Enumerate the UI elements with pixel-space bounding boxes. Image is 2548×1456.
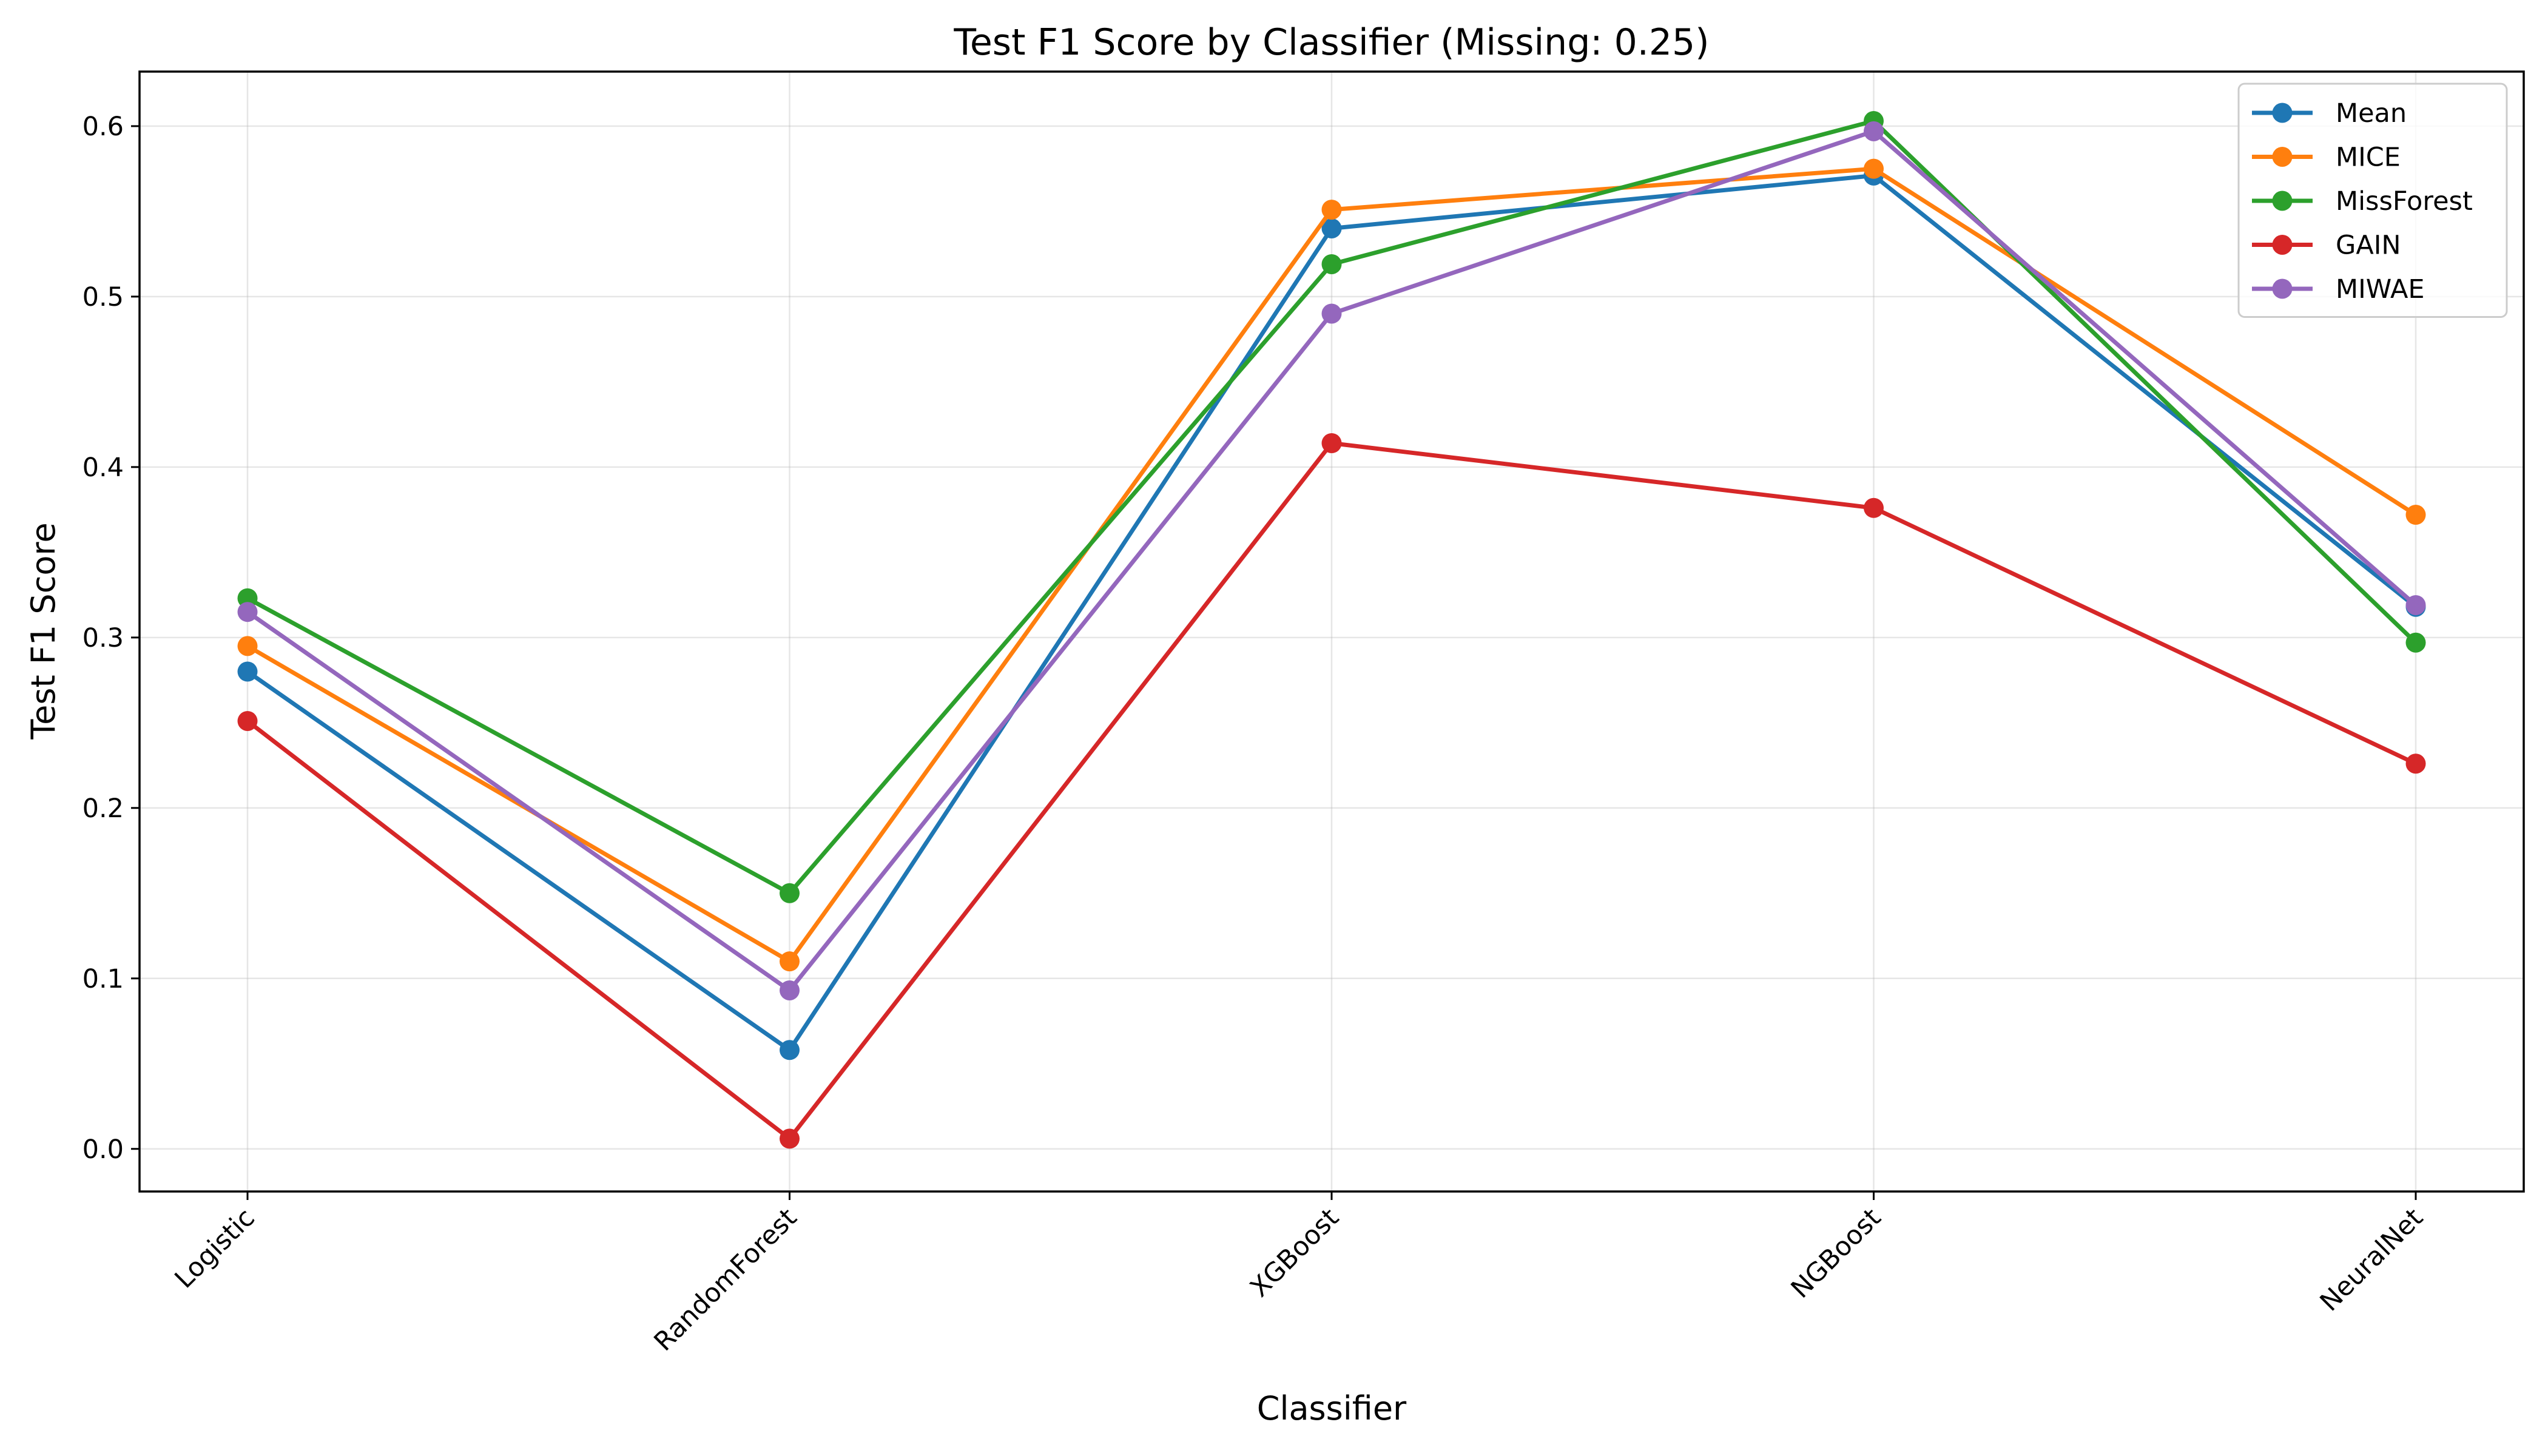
data-point-gain	[1864, 497, 1884, 518]
data-point-mean	[1321, 218, 1342, 238]
legend-item-mice: MICE	[2252, 143, 2401, 173]
series-layer	[237, 110, 2426, 1149]
legend-marker	[2272, 235, 2293, 255]
data-point-miwae	[780, 980, 800, 1000]
y-tick-label: 0.0	[83, 1134, 124, 1165]
x-tick-label: Logistic	[169, 1202, 261, 1294]
legend-item-mean: Mean	[2252, 98, 2407, 129]
data-point-gain	[2405, 753, 2426, 774]
legend-label: MissForest	[2336, 186, 2473, 217]
data-point-mean	[237, 661, 258, 682]
data-point-gain	[1321, 433, 1342, 454]
x-tick-label: NGBoost	[1785, 1202, 1887, 1304]
data-point-miwae	[237, 602, 258, 622]
legend-marker	[2272, 103, 2293, 123]
data-point-miwae	[1864, 121, 1884, 141]
grid-layer	[140, 72, 2524, 1191]
data-point-missforest	[1321, 254, 1342, 275]
data-point-mice	[1321, 200, 1342, 220]
y-tick-label: 0.3	[83, 623, 124, 653]
data-point-missforest	[2405, 632, 2426, 653]
data-point-gain	[780, 1128, 800, 1149]
data-point-mice	[780, 951, 800, 972]
legend-item-miwae: MIWAE	[2252, 274, 2425, 305]
x-tick-label: NeuralNet	[2314, 1202, 2429, 1317]
legend: Mean MICE MissForest GAIN MIWAE	[2237, 83, 2508, 318]
legend-box	[2237, 83, 2508, 318]
series-mice	[237, 158, 2426, 972]
legend-label: MIWAE	[2336, 274, 2425, 305]
series-gain	[237, 433, 2426, 1149]
data-point-miwae	[1321, 303, 1342, 324]
legend-marker	[2272, 278, 2293, 299]
data-point-mice	[2405, 505, 2426, 525]
data-point-mice	[237, 636, 258, 656]
data-point-mice	[1864, 158, 1884, 179]
y-tick-label: 0.5	[83, 282, 124, 312]
data-point-gain	[237, 711, 258, 732]
chart-title: Test F1 Score by Classifier (Missing: 0.…	[953, 21, 1709, 64]
x-tick-label: XGBoost	[1244, 1202, 1345, 1303]
legend-marker	[2272, 147, 2293, 167]
y-tick-label: 0.1	[83, 964, 124, 994]
legend-label: Mean	[2336, 98, 2407, 129]
legend-label: GAIN	[2336, 231, 2401, 261]
legend-marker	[2272, 190, 2293, 211]
y-tick-label: 0.4	[83, 453, 124, 483]
y-tick-label: 0.2	[83, 794, 124, 824]
legend-item-missforest: MissForest	[2252, 186, 2473, 217]
x-tick-label: RandomForest	[649, 1202, 803, 1357]
legend-item-gain: GAIN	[2252, 231, 2401, 261]
x-axis-label: Classifier	[1257, 1389, 1407, 1427]
y-tick-label: 0.6	[83, 112, 124, 142]
legend-label: MICE	[2336, 143, 2401, 173]
data-point-miwae	[2405, 595, 2426, 615]
y-axis-label: Test F1 Score	[24, 522, 62, 740]
data-point-missforest	[780, 883, 800, 903]
series-miwae	[237, 121, 2426, 1000]
data-point-mean	[780, 1040, 800, 1060]
